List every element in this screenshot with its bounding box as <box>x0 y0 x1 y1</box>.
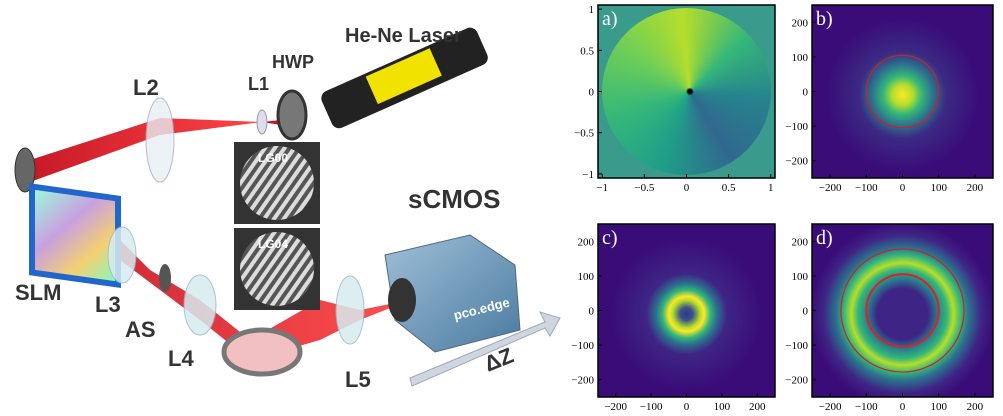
x-tick-label: 0 <box>900 401 906 413</box>
y-tick-label: 100 <box>792 271 809 283</box>
overlay-circle <box>841 249 964 372</box>
mirror <box>224 330 300 374</box>
lens-l4 <box>184 275 216 335</box>
overlay-circle <box>866 55 938 127</box>
x-tick-label: −100 <box>640 401 663 413</box>
figure: He-Ne Laser HWP L1 L2 SLM L3 AS L4 L5 sC… <box>0 0 1003 416</box>
lens-l5 <box>336 276 364 344</box>
hwp <box>278 91 306 139</box>
y-tick-label: −200 <box>571 375 594 387</box>
label: L2 <box>133 75 159 100</box>
overlay-circle <box>866 274 938 346</box>
label: LG04 <box>258 237 288 251</box>
label: L4 <box>168 346 194 371</box>
y-tick-label: 200 <box>792 236 809 248</box>
y-tick-label: 200 <box>792 17 809 29</box>
panel-label: b) <box>816 8 833 30</box>
lens-l2 <box>146 98 174 182</box>
y-tick-label: 0 <box>589 87 595 99</box>
y-tick-label: −200 <box>785 156 808 168</box>
x-tick-label: −0.5 <box>634 182 654 194</box>
x-tick-label: 200 <box>749 401 766 413</box>
label: L3 <box>95 292 121 317</box>
panel-label: a) <box>602 8 618 30</box>
x-tick-label: 200 <box>967 401 984 413</box>
x-tick-label: 100 <box>714 401 731 413</box>
label: SLM <box>15 280 61 305</box>
x-tick-label: 0 <box>900 182 906 194</box>
panel-frame <box>812 224 993 397</box>
x-tick-label: 100 <box>930 401 947 413</box>
lens-l3 <box>108 227 136 283</box>
lens-l1 <box>257 110 267 134</box>
x-tick-label: −100 <box>855 182 878 194</box>
y-tick-label: −0.5 <box>574 128 594 140</box>
y-tick-label: −100 <box>785 340 808 352</box>
x-tick-label: −200 <box>819 182 842 194</box>
camera-lens <box>388 278 416 322</box>
x-tick-label: −1 <box>596 182 608 194</box>
slm <box>32 186 118 284</box>
panel-label: c) <box>602 227 618 249</box>
label: He-Ne Laser <box>345 25 462 47</box>
setup-diagram: He-Ne Laser HWP L1 L2 SLM L3 AS L4 L5 sC… <box>15 25 560 392</box>
panel-frame <box>598 224 775 397</box>
x-tick-label: 0 <box>684 182 690 194</box>
panels: a) −1 −0.5 0 0.5 1 −1 −0.5 0 0.5 1 b) −200 −100 0 100 20… <box>571 4 993 413</box>
x-tick-label: −200 <box>819 401 842 413</box>
aperture <box>159 264 171 292</box>
y-tick-label: 0 <box>803 87 809 99</box>
y-tick-label: 0.5 <box>580 45 594 57</box>
label: HWP <box>272 52 314 72</box>
y-tick-label: 1 <box>589 4 595 16</box>
label: L1 <box>248 74 269 94</box>
x-tick-label: −100 <box>855 401 878 413</box>
label: LG00 <box>258 151 288 165</box>
x-tick-label: 1 <box>768 182 774 194</box>
panel-label: d) <box>816 227 833 249</box>
page: He-Ne Laser HWP L1 L2 SLM L3 AS L4 L5 sC… <box>0 0 1003 416</box>
x-tick-label: 0.5 <box>722 182 736 194</box>
label: L5 <box>345 367 371 392</box>
y-tick-label: −100 <box>571 340 594 352</box>
y-tick-label: 100 <box>578 271 595 283</box>
y-tick-label: 0 <box>589 306 595 318</box>
y-tick-label: 200 <box>578 236 595 248</box>
y-tick-label: −100 <box>785 121 808 133</box>
x-tick-label: 100 <box>930 182 947 194</box>
y-tick-label: 0 <box>803 306 809 318</box>
x-tick-label: −200 <box>604 401 627 413</box>
x-tick-label: 200 <box>967 182 984 194</box>
y-tick-label: −1 <box>582 169 594 181</box>
label: AS <box>125 317 156 342</box>
panel-frame <box>598 5 775 178</box>
y-tick-label: 100 <box>792 52 809 64</box>
panel-frame <box>812 5 993 178</box>
label: sCMOS <box>408 184 500 214</box>
y-tick-label: −200 <box>785 375 808 387</box>
x-tick-label: 0 <box>684 401 690 413</box>
